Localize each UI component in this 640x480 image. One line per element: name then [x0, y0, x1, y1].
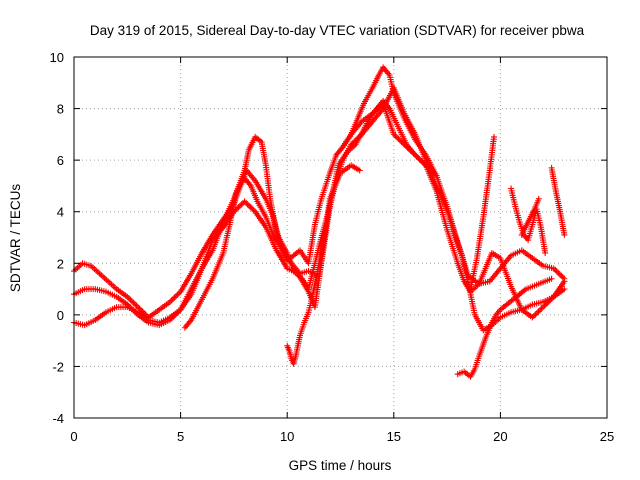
- x-tick-label: 20: [493, 429, 507, 444]
- series-track-10: [548, 164, 568, 238]
- y-tick-label: 0: [57, 308, 64, 323]
- data-point-markers: [467, 133, 498, 293]
- y-tick-label: -2: [52, 359, 64, 374]
- x-tick-label: 5: [177, 429, 184, 444]
- tick-layer: 0 5 10 15 20 25 -4 -2 0 2 4 6 8 10: [50, 50, 615, 444]
- y-tick-label: 10: [50, 50, 64, 65]
- data-point-markers: [339, 97, 440, 179]
- series-line: [457, 278, 552, 378]
- data-point-markers: [454, 275, 555, 380]
- data-point-markers: [518, 195, 542, 238]
- data-point-markers: [71, 64, 568, 329]
- x-tick-label: 25: [600, 429, 614, 444]
- plot-frame: [73, 56, 608, 419]
- y-tick-label: 4: [57, 205, 64, 220]
- y-axis-title: SDTVAR / TECUs: [8, 184, 23, 293]
- y-tick-label: 2: [57, 256, 64, 271]
- data-point-markers: [548, 164, 568, 238]
- series-track-6: [284, 203, 333, 367]
- y-tick-label: -4: [52, 411, 64, 426]
- data-point-markers: [284, 203, 333, 367]
- y-tick-label: 6: [57, 153, 64, 168]
- chart-title: Day 319 of 2015, Sidereal Day-to-day VTE…: [90, 23, 585, 38]
- series-track-8: [467, 133, 498, 293]
- series-track-5: [339, 97, 440, 179]
- series-track-1: [71, 64, 568, 329]
- x-tick-label: 0: [70, 429, 77, 444]
- x-tick-label: 15: [387, 429, 401, 444]
- series-track-11: [518, 195, 542, 238]
- x-tick-label: 10: [280, 429, 294, 444]
- series-track-7: [454, 275, 555, 380]
- y-tick-label: 8: [57, 102, 64, 117]
- series-layer: [71, 64, 568, 380]
- x-axis-title: GPS time / hours: [289, 458, 392, 473]
